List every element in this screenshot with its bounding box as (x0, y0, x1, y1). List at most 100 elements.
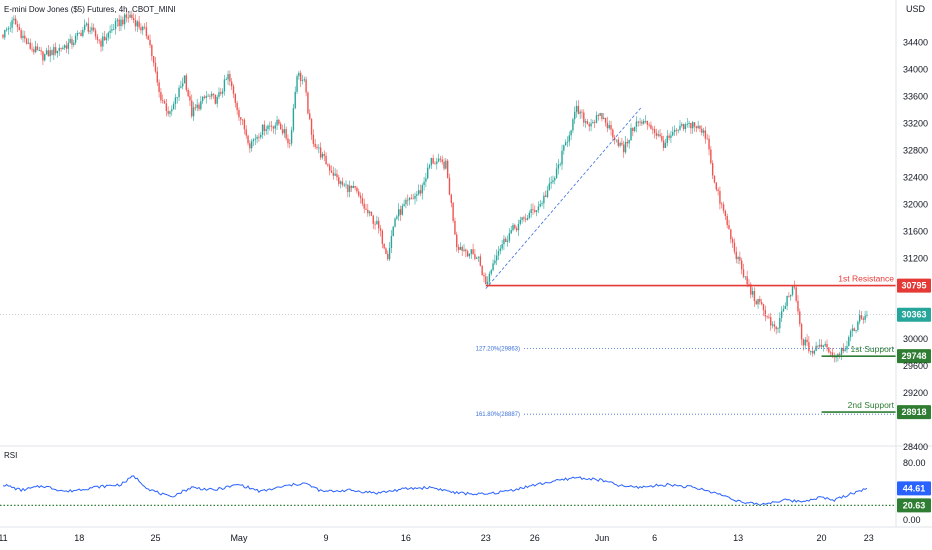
candle-down (240, 117, 242, 120)
candle-up (851, 328, 854, 332)
candle-down (198, 104, 200, 110)
candle-up (265, 129, 267, 131)
candle-up (445, 160, 447, 169)
candle-up (779, 317, 781, 329)
candle-down (94, 30, 97, 37)
candle-down (610, 125, 612, 130)
candle-up (91, 27, 93, 31)
candle-down (325, 155, 327, 165)
candle-up (486, 281, 489, 285)
candle-up (557, 164, 560, 169)
candle-up (535, 210, 538, 212)
candle-up (503, 238, 505, 245)
candle-down (220, 92, 222, 94)
candle-down (760, 302, 763, 305)
time-tick-label: 20 (817, 533, 827, 543)
candle-up (539, 204, 541, 207)
time-tick-label: 9 (324, 533, 329, 543)
candle-down (439, 158, 442, 160)
candle-up (688, 122, 690, 124)
candle-up (390, 235, 393, 248)
candle-down (358, 191, 360, 196)
candle-up (819, 344, 821, 347)
candle-up (78, 32, 80, 34)
candle-down (742, 269, 745, 277)
candle-down (65, 45, 68, 49)
candle-up (702, 130, 705, 133)
candle-down (695, 126, 698, 129)
candle-down (356, 187, 358, 192)
candle-down (305, 79, 307, 93)
candle-up (564, 142, 567, 146)
candle-up (116, 19, 119, 21)
candle-down (621, 142, 623, 145)
time-tick-label: 23 (481, 533, 491, 543)
candle-up (5, 29, 8, 31)
candle-up (566, 141, 569, 143)
time-tick-label: Jun (595, 533, 610, 543)
candle-up (552, 180, 554, 183)
candle-up (476, 257, 478, 259)
candle-up (590, 123, 592, 127)
level-tag-text: 28918 (901, 407, 926, 417)
price-tick-label: 31200 (903, 253, 928, 263)
candle-up (550, 182, 552, 184)
candle-down (432, 158, 434, 164)
candle-down (481, 265, 483, 276)
price-tick-label: 32400 (903, 172, 928, 182)
candle-up (548, 183, 551, 191)
candle-up (840, 347, 843, 355)
candle-up (11, 20, 13, 28)
candle-down (209, 95, 211, 97)
candle-down (748, 284, 750, 286)
candle-up (123, 14, 126, 25)
candle-up (635, 121, 638, 127)
candle-down (764, 310, 766, 317)
candle-up (528, 213, 531, 218)
candle-down (799, 311, 801, 325)
candle-up (67, 42, 70, 49)
candle-down (152, 56, 155, 63)
candle-down (149, 39, 151, 46)
candle-up (83, 24, 86, 30)
candle-down (359, 195, 362, 199)
candle-up (436, 161, 438, 164)
candle-down (474, 254, 476, 259)
candle-down (766, 316, 768, 318)
candle-down (472, 249, 474, 255)
candle-up (561, 150, 563, 165)
candle-up (27, 42, 30, 44)
candle-down (336, 173, 338, 178)
candle-down (800, 324, 803, 340)
price-tick-label: 28400 (903, 442, 928, 452)
candle-down (704, 130, 707, 139)
candle-up (624, 141, 627, 153)
candle-up (537, 206, 540, 211)
candle-down (762, 304, 765, 311)
candle-up (401, 205, 403, 215)
candle-up (120, 19, 122, 27)
candle-down (632, 127, 634, 132)
candle-down (465, 249, 467, 252)
candle-down (505, 238, 507, 243)
candle-up (864, 315, 866, 320)
candle-down (690, 122, 692, 129)
candle-down (708, 138, 710, 150)
candle-up (207, 95, 209, 97)
candle-down (829, 352, 832, 354)
candle-down (100, 40, 102, 47)
candle-down (309, 113, 311, 120)
candle-up (679, 125, 681, 130)
candle-down (125, 14, 128, 18)
candle-down (525, 218, 527, 220)
candle-up (499, 248, 502, 252)
candle-down (258, 136, 260, 138)
candle-up (4, 29, 6, 38)
candle-up (824, 343, 826, 346)
candle-up (421, 184, 423, 194)
candle-up (85, 23, 88, 25)
candle-down (795, 287, 797, 301)
candle-down (454, 220, 456, 235)
candle-up (261, 124, 264, 135)
candle-down (25, 38, 28, 44)
